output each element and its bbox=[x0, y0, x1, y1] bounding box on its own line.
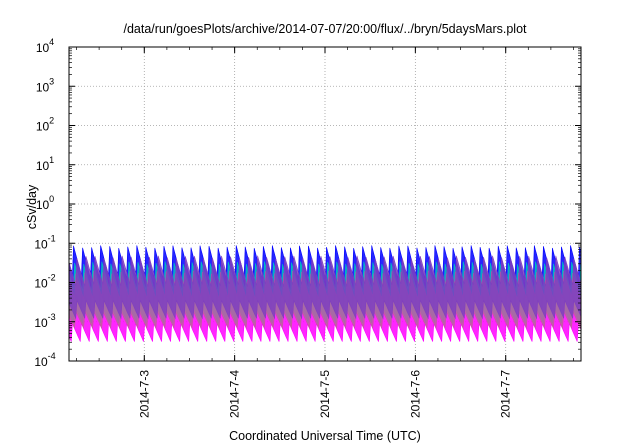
y-axis: 10-4 10-3 10-2 10-1 100 101 102 103 104 bbox=[34, 37, 581, 369]
y-tick-label: 10-4 bbox=[34, 351, 55, 369]
y-tick-label: 100 bbox=[36, 194, 54, 212]
y-axis-label: cSv/day bbox=[25, 184, 39, 229]
x-tick-label: 2014-7-7 bbox=[499, 370, 513, 418]
series-band bbox=[69, 255, 581, 320]
x-axis-label: Coordinated Universal Time (UTC) bbox=[229, 429, 421, 443]
data-series bbox=[69, 245, 581, 342]
x-tick-label: 2014-7-6 bbox=[408, 370, 422, 418]
y-tick-label: 101 bbox=[36, 155, 54, 173]
chart-title: /data/run/goesPlots/archive/2014-07-07/2… bbox=[123, 22, 527, 36]
x-tick-label: 2014-7-4 bbox=[228, 370, 242, 418]
y-tick-label: 102 bbox=[36, 116, 54, 134]
y-tick-label: 103 bbox=[36, 76, 54, 94]
y-tick-label: 10-1 bbox=[34, 233, 55, 251]
y-tick-label: 104 bbox=[36, 37, 54, 55]
y-tick-label: 10-2 bbox=[34, 273, 55, 291]
x-axis: 2014-7-3 2014-7-4 2014-7-5 2014-7-6 2014-7-7 bbox=[76, 47, 574, 418]
x-tick-label: 2014-7-5 bbox=[318, 370, 332, 418]
y-tick-label: 10-3 bbox=[34, 312, 55, 330]
x-tick-label: 2014-7-3 bbox=[137, 370, 151, 418]
